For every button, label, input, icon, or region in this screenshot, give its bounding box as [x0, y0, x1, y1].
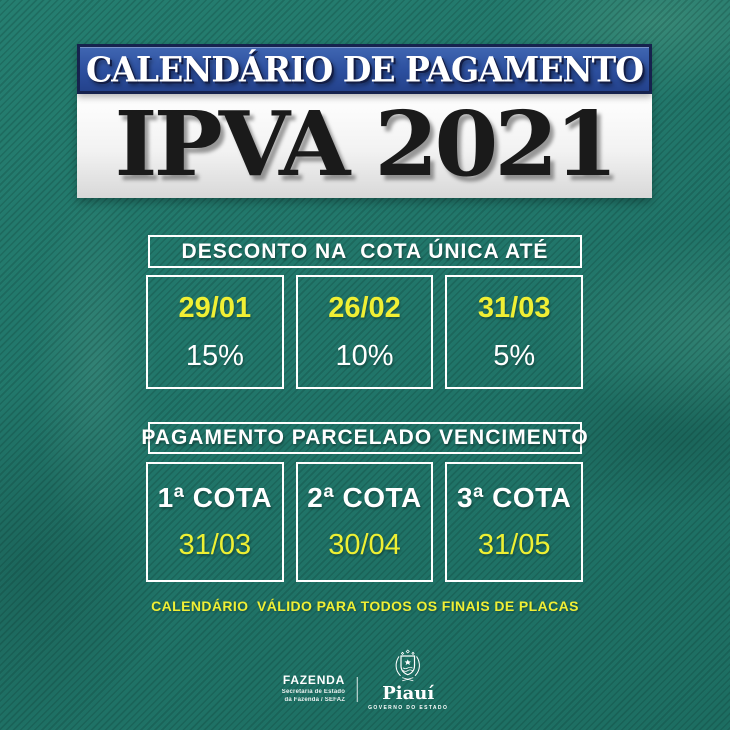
cota-label-3: 3ª COTA [456, 482, 572, 513]
installment-cell-1: 1ª COTA 31/03 [146, 462, 284, 582]
cota-label-1: 1ª COTA [157, 482, 273, 513]
installment-section-header-label: PAGAMENTO PARCELADO VENCIMENTO [141, 426, 589, 449]
discount-percent-1: 15% [185, 339, 244, 372]
discount-date-2: 26/02 [328, 291, 401, 324]
state-subtitle: GOVERNO DO ESTADO [368, 705, 449, 711]
discount-section-header-label: DESCONTO NA COTA ÚNICA ATÉ [181, 239, 549, 263]
discount-cell-2: 26/02 10% [295, 275, 434, 389]
discount-percent-3: 5% [493, 339, 536, 372]
installment-cell-3: 3ª COTA 31/05 [445, 462, 584, 582]
state-name: Piauí [382, 683, 435, 704]
main-title: IPVA 2021 [114, 91, 619, 197]
installment-row: 1ª COTA 31/03 2ª COTA 30/04 3ª COTA 31/0… [146, 462, 584, 582]
footer: FAZENDA Secretaria de Estado da Fazenda … [282, 649, 448, 711]
cota-date-1: 31/03 [178, 529, 252, 561]
discount-date-3: 31/03 [477, 291, 551, 324]
discount-percent-2: 10% [335, 339, 394, 372]
agency-name: FAZENDA [282, 673, 346, 688]
cota-date-2: 30/04 [328, 529, 401, 561]
agency-subtitle-1: Secretaria de Estado [281, 688, 346, 695]
piaui-coat-of-arms-icon [393, 649, 423, 684]
cota-date-3: 31/05 [477, 529, 551, 561]
installment-section-header: PAGAMENTO PARCELADO VENCIMENTO [141, 422, 588, 454]
ipva-title-panel: IPVA 2021 [77, 94, 652, 198]
agency-logo-block: FAZENDA Secretaria de Estado da Fazenda … [281, 673, 346, 711]
installment-cell-2: 2ª COTA 30/04 [295, 462, 434, 582]
agency-subtitle-2: da Fazenda / SEFAZ [284, 696, 346, 703]
government-logo-block: Piauí GOVERNO DO ESTADO [368, 649, 448, 711]
discount-row: 29/01 15% 26/02 10% 31/03 5% [146, 275, 584, 389]
discount-date-1: 29/01 [178, 291, 252, 324]
discount-cell-1: 29/01 15% [146, 275, 284, 389]
footnote: CALENDÁRIO VÁLIDO PARA TODOS OS FINAIS D… [151, 598, 579, 614]
calendar-payment-banner: CALENDÁRIO DE PAGAMENTO [77, 44, 652, 94]
cota-label-2: 2ª COTA [307, 482, 422, 513]
footer-divider [357, 677, 359, 702]
banner-title: CALENDÁRIO DE PAGAMENTO [86, 48, 644, 90]
discount-section-header: DESCONTO NA COTA ÚNICA ATÉ [148, 235, 582, 268]
discount-cell-3: 31/03 5% [445, 275, 584, 389]
